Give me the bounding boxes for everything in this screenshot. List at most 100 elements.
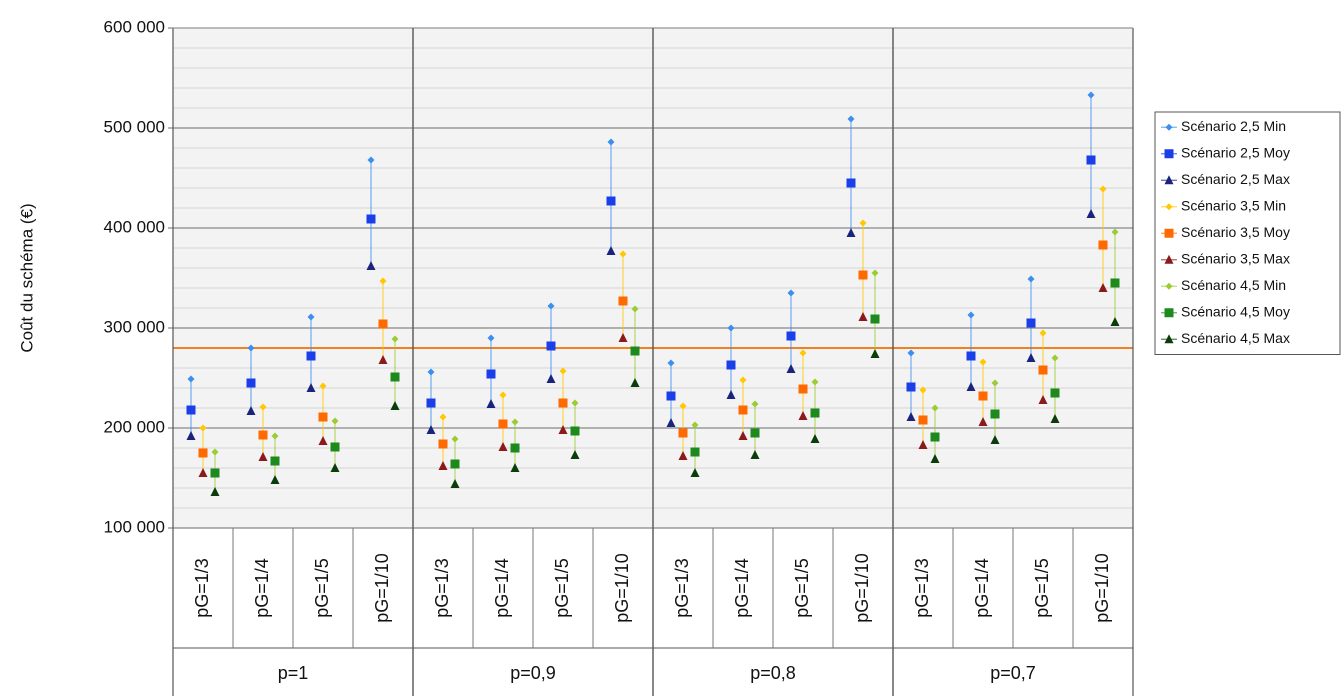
data-point <box>319 382 327 390</box>
y-tick-label: 100 000 <box>104 517 165 536</box>
data-point <box>451 435 459 443</box>
data-point <box>438 439 448 449</box>
data-point <box>498 442 508 451</box>
data-point <box>426 425 436 434</box>
data-point <box>1039 329 1047 337</box>
data-point <box>811 378 819 386</box>
data-point <box>858 312 868 321</box>
data-point <box>726 390 736 399</box>
data-point <box>810 434 820 443</box>
data-point <box>726 360 736 370</box>
data-point <box>751 400 759 408</box>
data-point <box>199 424 207 432</box>
data-point <box>607 138 615 146</box>
data-point <box>366 261 376 270</box>
data-point <box>859 219 867 227</box>
data-point <box>438 461 448 470</box>
data-point <box>186 431 196 440</box>
data-point <box>678 428 688 438</box>
data-point <box>1086 209 1096 218</box>
data-point <box>870 314 880 324</box>
data-point <box>486 399 496 408</box>
legend-box <box>1154 111 1341 355</box>
data-point <box>906 382 916 392</box>
data-point <box>330 463 340 472</box>
x-tick-label: pG=1/3 <box>432 558 452 618</box>
data-point <box>847 115 855 123</box>
data-point <box>1098 283 1108 292</box>
x-tick-label: pG=1/10 <box>612 553 632 623</box>
data-point <box>667 359 675 367</box>
data-point <box>966 382 976 391</box>
x-tick-label: pG=1/3 <box>912 558 932 618</box>
data-point <box>918 415 928 425</box>
legend-label: Scénario 4,5 Min <box>1181 277 1286 293</box>
data-point <box>510 463 520 472</box>
legend-label: Scénario 3,5 Min <box>1181 197 1286 213</box>
data-point <box>966 351 976 361</box>
data-point <box>546 341 556 351</box>
data-point <box>486 369 496 379</box>
data-point <box>846 178 856 188</box>
x-tick-label: pG=1/4 <box>972 558 992 618</box>
data-point <box>187 375 195 383</box>
y-tick-label: 200 000 <box>104 417 165 436</box>
data-point <box>630 378 640 387</box>
data-point <box>619 250 627 258</box>
data-point <box>259 403 267 411</box>
data-point <box>1099 185 1107 193</box>
data-point <box>546 374 556 383</box>
data-point <box>1051 354 1059 362</box>
data-point <box>246 378 256 388</box>
x-tick-label: pG=1/10 <box>1092 553 1112 623</box>
data-point <box>1027 275 1035 283</box>
group-label: p=1 <box>278 663 309 683</box>
legend-marker <box>1164 175 1174 185</box>
data-point <box>1110 278 1120 288</box>
legend-marker <box>1164 228 1174 238</box>
data-point <box>690 447 700 457</box>
data-point <box>606 246 616 255</box>
data-point <box>750 450 760 459</box>
data-point <box>739 376 747 384</box>
data-point <box>930 432 940 442</box>
data-point <box>558 398 568 408</box>
data-point <box>691 421 699 429</box>
x-tick-label: pG=1/10 <box>852 553 872 623</box>
legend-marker <box>1165 123 1173 131</box>
x-tick-label: pG=1/4 <box>732 558 752 618</box>
x-tick-label: pG=1/5 <box>1032 558 1052 618</box>
data-point <box>198 468 208 477</box>
data-point <box>846 228 856 237</box>
data-point <box>786 364 796 373</box>
data-point <box>270 456 280 466</box>
data-point <box>630 346 640 356</box>
data-point <box>666 391 676 401</box>
legend-label: Scénario 2,5 Min <box>1181 118 1286 134</box>
x-tick-label: pG=1/4 <box>252 558 272 618</box>
data-point <box>1098 240 1108 250</box>
data-point <box>366 214 376 224</box>
data-point <box>306 383 316 392</box>
data-point <box>1038 365 1048 375</box>
data-point <box>258 430 268 440</box>
legend-label: Scénario 2,5 Max <box>1181 171 1290 187</box>
data-point <box>787 289 795 297</box>
data-point <box>559 367 567 375</box>
data-point <box>246 406 256 415</box>
data-point <box>186 405 196 415</box>
data-point <box>1038 395 1048 404</box>
data-point <box>271 432 279 440</box>
group-label: p=0,9 <box>510 663 556 683</box>
data-point <box>391 335 399 343</box>
data-point <box>1111 228 1119 236</box>
data-point <box>427 368 435 376</box>
data-point <box>558 425 568 434</box>
data-point <box>318 412 328 422</box>
data-point <box>1110 317 1120 326</box>
data-point <box>666 418 676 427</box>
data-point <box>426 398 436 408</box>
data-point <box>270 475 280 484</box>
x-tick-label: pG=1/3 <box>192 558 212 618</box>
